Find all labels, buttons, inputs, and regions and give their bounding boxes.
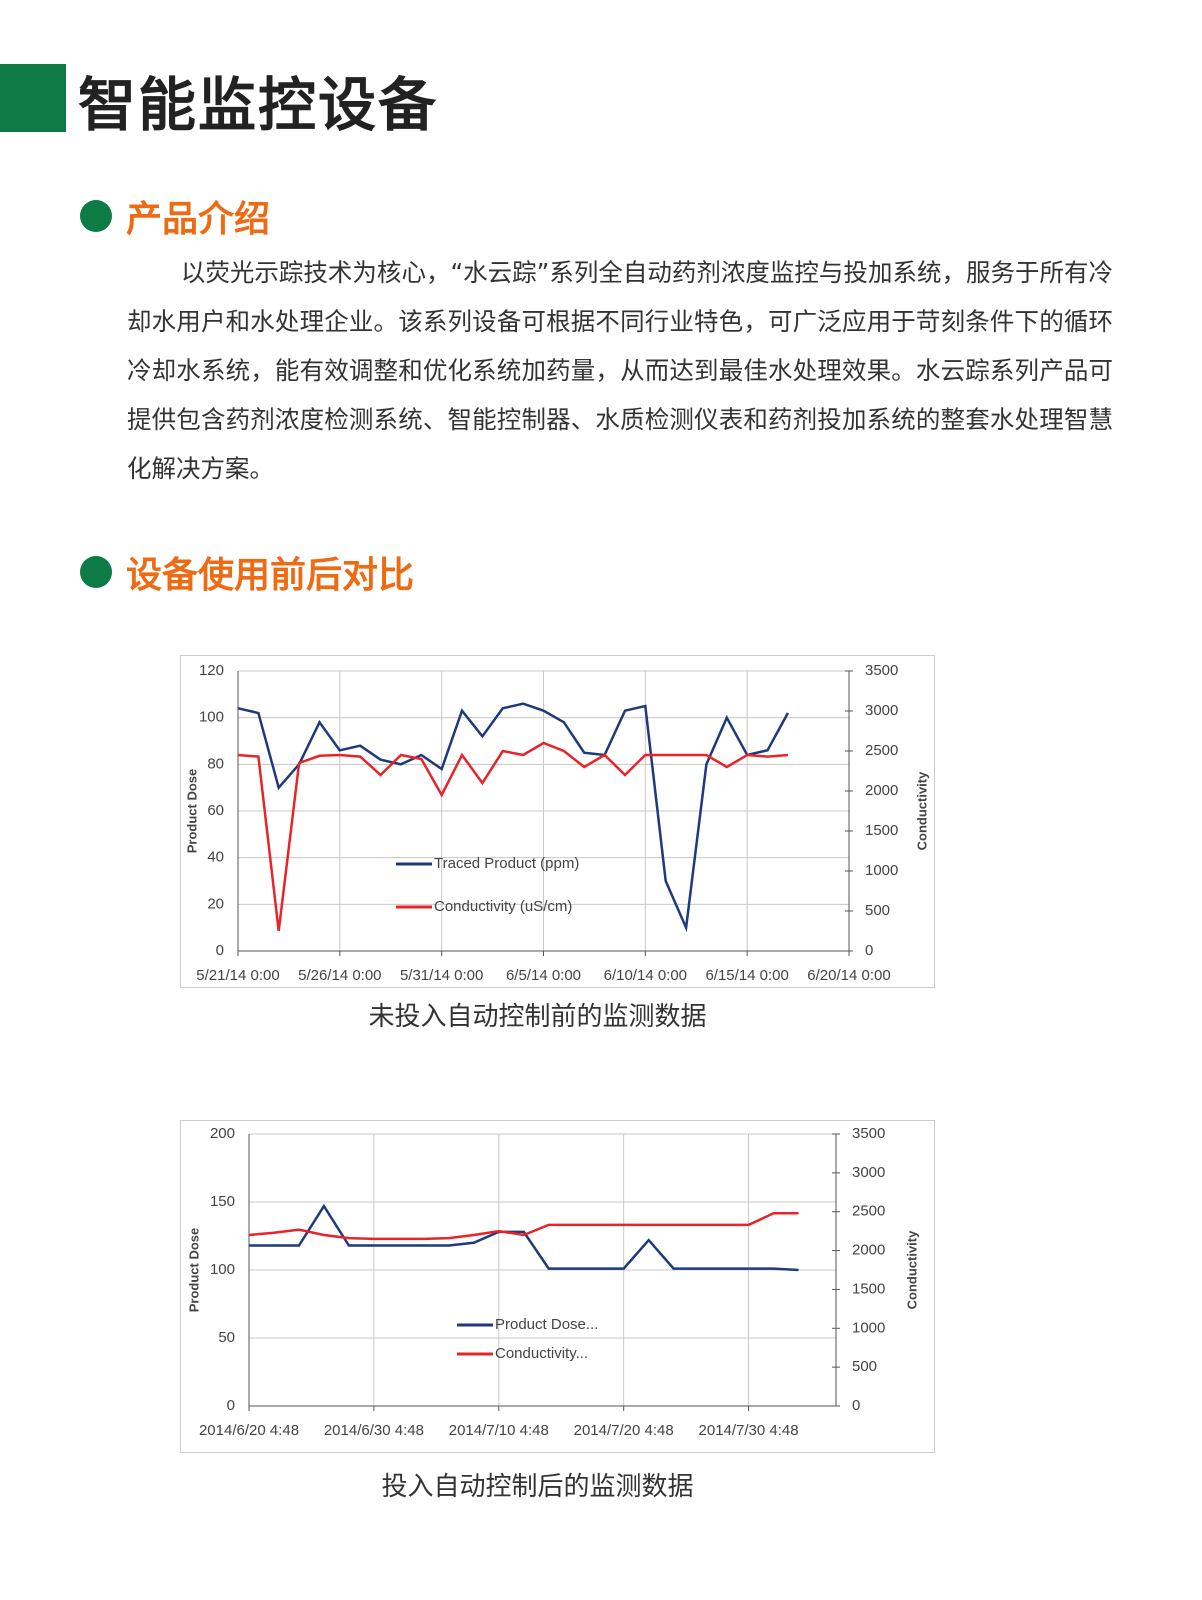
y2-tick-label: 500: [852, 1358, 877, 1375]
x-tick-label: 2014/7/10 4:48: [449, 1422, 549, 1439]
chart: 0501001502000500100015002000250030003500…: [186, 1125, 919, 1439]
x-tick-label: 5/21/14 0:00: [196, 967, 279, 984]
chart-frame: 0 50 100 150 200 0 500 1000 1500 2000 2500 3000 3500…: [180, 1120, 935, 1453]
section-title: 产品介绍: [126, 199, 271, 240]
y2-tick-label: 2000: [852, 1242, 885, 1259]
x-tick-label: 2014/6/30 4:48: [324, 1422, 424, 1439]
y2-tick-label: 2500: [852, 1203, 885, 1220]
y2-tick-label: 2000: [865, 782, 898, 799]
y2-tick-label: 500: [865, 902, 890, 919]
y-tick-label: 200: [210, 1125, 235, 1142]
title-bar: [0, 64, 66, 132]
y2-tick-label: 1000: [852, 1319, 885, 1336]
chart-caption: 未投入自动控制前的监测数据: [368, 1002, 707, 1032]
y-tick-label: 0: [227, 1397, 235, 1414]
y2-tick-label: 3500: [865, 662, 898, 679]
x-tick-label: 2014/7/20 4:48: [574, 1422, 674, 1439]
y-tick-label: 50: [218, 1329, 235, 1346]
y2-tick-label: 0: [852, 1397, 860, 1414]
y-axis-title: Product Dose: [184, 769, 199, 854]
chart-caption: 投入自动控制后的监测数据: [381, 1472, 694, 1502]
y2-tick-label: 0: [865, 942, 873, 959]
series-line: [248, 1212, 799, 1241]
paragraph: 以荧光示踪技术为核心，“水云踪”系列全自动药剂浓度监控与投加系统，服务于所有冷却…: [127, 258, 1113, 483]
y-tick-label: 100: [210, 1261, 235, 1278]
y2-tick-label: 2500: [865, 742, 898, 759]
y-tick-label: 20: [207, 895, 224, 912]
y2-axis-title: Conductivity: [904, 1230, 919, 1309]
series-line: [249, 1203, 799, 1272]
x-tick-label: 2014/6/20 4:48: [199, 1422, 299, 1439]
x-tick-label: 6/10/14 0:00: [604, 967, 687, 984]
x-tick-label: 6/5/14 0:00: [506, 967, 581, 984]
legend-label: Conductivity (uS/cm): [434, 898, 572, 915]
y-tick-label: 120: [199, 662, 224, 679]
section-heading: 产品介绍: [80, 190, 270, 242]
series-line: [237, 741, 788, 932]
y-tick-label: 60: [207, 802, 224, 819]
y-tick-label: 100: [199, 709, 224, 726]
legend-label: Product Dose...: [495, 1316, 598, 1333]
chart-frame: 0 20 40 60 80 100 120 0 500 1000 1500 2000 2500 3000 3…: [180, 655, 935, 988]
y2-axis-title: Conductivity: [914, 771, 929, 850]
y-tick-label: 150: [210, 1193, 235, 1210]
legend-label: Traced Product (ppm): [434, 855, 579, 872]
y-tick-label: 40: [207, 849, 224, 866]
x-tick-label: 6/20/14 0:00: [807, 967, 890, 984]
y2-tick-label: 1500: [865, 822, 898, 839]
y-axis-title: Product Dose: [186, 1228, 201, 1313]
y2-tick-label: 3000: [865, 702, 898, 719]
y-tick-label: 80: [207, 755, 224, 772]
y2-tick-label: 1000: [865, 862, 898, 879]
y2-tick-label: 3500: [852, 1125, 885, 1142]
y2-tick-label: 1500: [852, 1280, 885, 1297]
section-heading: 设备使用前后对比: [80, 546, 414, 598]
page-title: 智能监控设备: [78, 71, 439, 139]
section-title: 设备使用前后对比: [126, 555, 415, 596]
legend-label: Conductivity...: [495, 1345, 588, 1362]
chart: 0 20 40 60 80 100 120 0 500 1000 1500 2000 2500 3000 3…: [184, 662, 929, 984]
y-tick-label: 0: [216, 942, 224, 959]
x-tick-label: 6/15/14 0:00: [705, 967, 788, 984]
x-tick-label: 2014/7/30 4:48: [699, 1422, 799, 1439]
series-line: [237, 702, 789, 933]
y2-tick-label: 3000: [852, 1164, 885, 1181]
x-tick-label: 5/26/14 0:00: [298, 967, 381, 984]
x-tick-label: 5/31/14 0:00: [400, 967, 483, 984]
